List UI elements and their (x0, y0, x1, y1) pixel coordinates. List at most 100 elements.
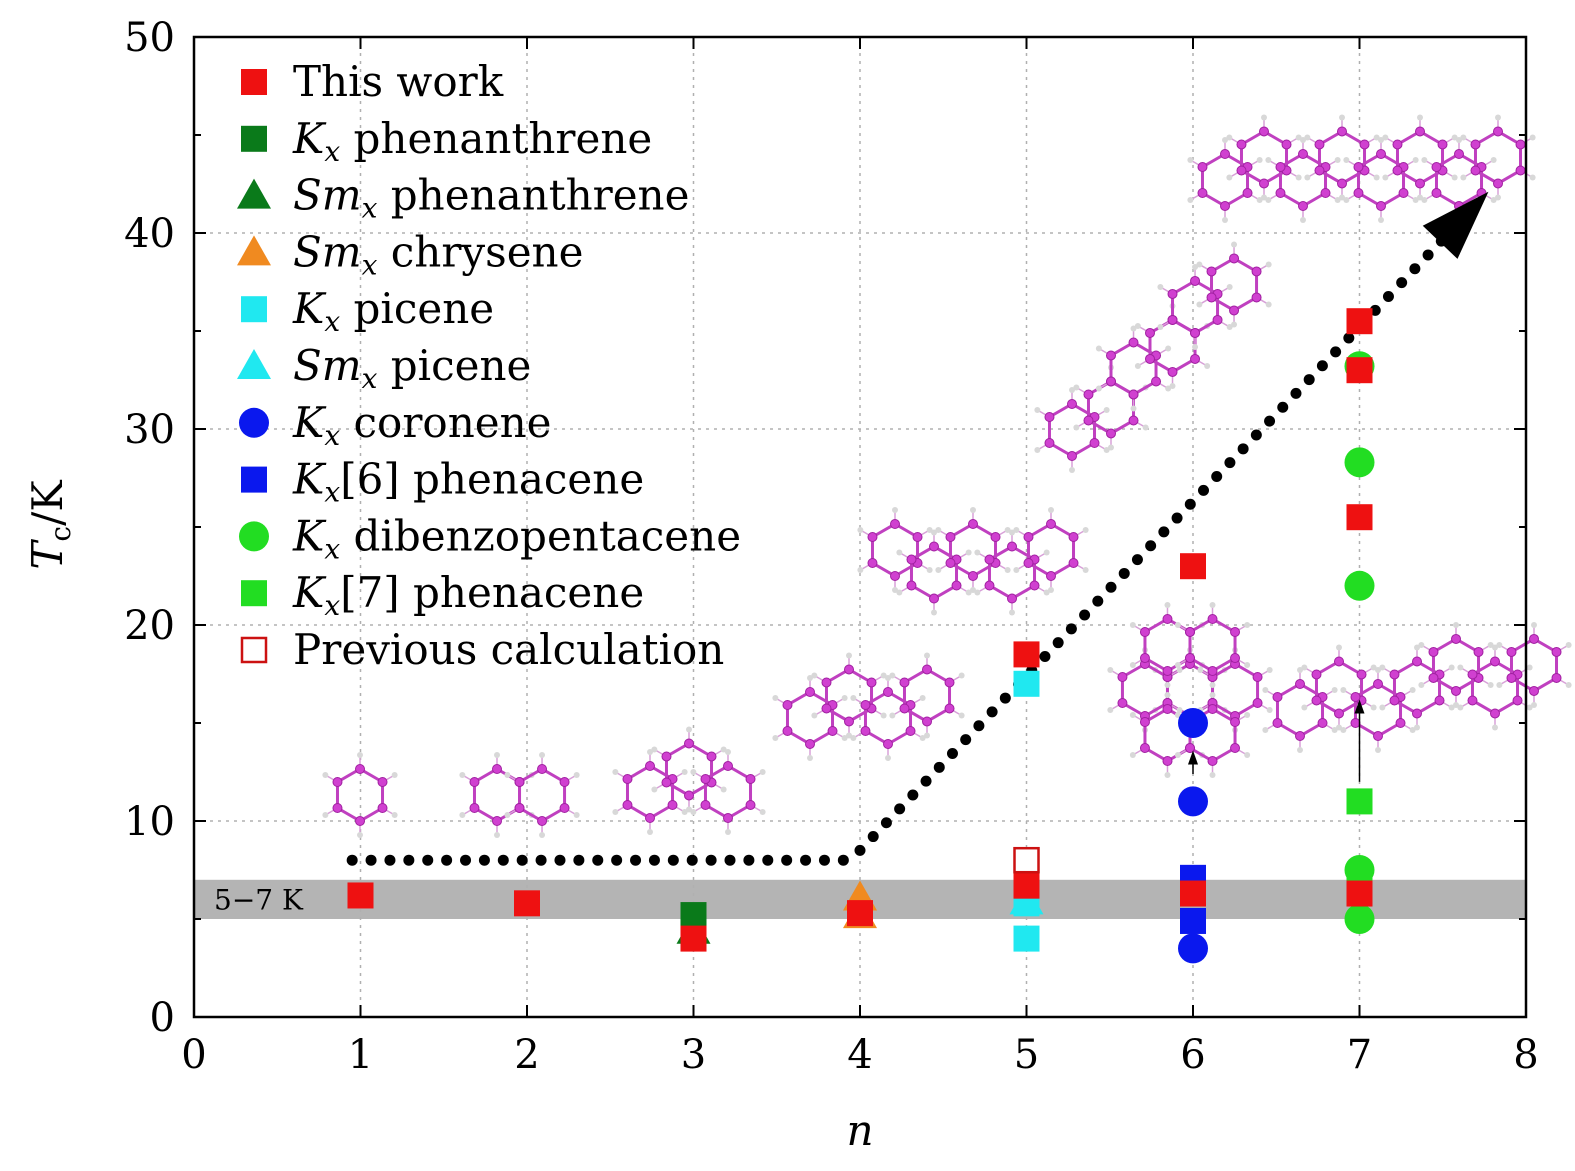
molecule-h-atom (647, 749, 653, 755)
molecule-c-atom (355, 816, 365, 826)
molecule-c-atom (1431, 162, 1442, 172)
molecule-h-atom (1009, 529, 1015, 536)
molecule-h-atom (1157, 283, 1164, 290)
molecule-c-atom (1117, 672, 1128, 682)
molecule-c-atom (1139, 627, 1150, 637)
molecule-c-atom (667, 800, 678, 810)
legend-entry-name: K (292, 511, 327, 560)
legend-entry-subscript: x (362, 248, 378, 281)
molecule-h-atom (1134, 322, 1141, 329)
molecule-h-atom (1197, 667, 1204, 673)
molecule-c-atom (1007, 541, 1017, 552)
molecule-h-atom (1209, 602, 1216, 608)
data-point (1344, 904, 1375, 934)
molecule-h-atom (1082, 527, 1089, 533)
molecule-c-atom (1334, 708, 1344, 719)
molecule-h-atom (892, 507, 898, 513)
molecule-c-atom (945, 532, 956, 542)
molecule-h-atom (1244, 752, 1251, 758)
molecule-h-atom (725, 749, 731, 755)
molecule-h-atom (1231, 241, 1238, 248)
molecule-c-atom (1311, 695, 1322, 706)
x-axis-title: n (846, 1106, 873, 1155)
molecule-h-atom (725, 829, 731, 835)
molecule-h-atom (1300, 217, 1306, 223)
molecule-c-atom (745, 774, 756, 784)
molecule-c-atom (899, 703, 910, 714)
molecule-h-atom (1490, 157, 1497, 163)
molecule-c-atom (890, 571, 900, 581)
y-tick-label: 50 (124, 15, 175, 61)
molecule-h-atom (1304, 134, 1311, 141)
molecule-h-atom (974, 549, 981, 556)
molecule-c-atom (1029, 580, 1040, 591)
molecule-c-atom (332, 777, 343, 787)
data-point (1013, 846, 1040, 874)
molecule-h-atom (889, 672, 896, 679)
molecule-c-atom (1415, 126, 1425, 137)
molecule-c-atom (1206, 292, 1217, 303)
molecule-h-atom (686, 726, 692, 733)
x-tick-label: 8 (1513, 1032, 1538, 1078)
molecule-h-atom (1130, 325, 1137, 332)
data-point (1346, 504, 1373, 531)
molecule-h-atom (1176, 707, 1183, 713)
molecule-h-atom (1343, 197, 1350, 203)
trend-dot (762, 854, 774, 866)
legend-entry-suffix: coronene (340, 398, 551, 447)
molecule-h-atom (1451, 134, 1458, 141)
molecule-c-atom (883, 739, 893, 749)
molecule-h-atom (919, 695, 926, 701)
data-point (514, 890, 540, 917)
molecule-h-atom (850, 735, 857, 741)
molecule-h-atom (1301, 704, 1308, 711)
legend-entry-name: K (292, 455, 327, 504)
molecule-c-atom (1389, 695, 1400, 706)
molecule-c-atom (1376, 149, 1386, 159)
molecule-c-atom (1298, 149, 1308, 159)
molecule-c-atom (1428, 672, 1439, 683)
molecule-c-atom (844, 664, 854, 675)
trend-dot (573, 854, 585, 866)
arrow-head (1354, 699, 1365, 714)
molecule-h-atom (1222, 217, 1228, 223)
trend-dot (1343, 332, 1355, 344)
molecule-c-atom (1356, 669, 1367, 680)
molecule-h-atom (1373, 174, 1380, 181)
trend-dot (346, 854, 358, 866)
legend-marker (240, 636, 268, 664)
molecule-h-atom (1187, 197, 1194, 203)
molecule-c-atom (1197, 162, 1208, 172)
molecule-h-atom (494, 752, 500, 758)
molecule-c-atom (1145, 327, 1155, 338)
molecule-h-atom (1340, 687, 1347, 693)
molecule-h-atom (1331, 687, 1338, 693)
molecule-h-atom (1073, 424, 1080, 431)
molecule-h-atom (573, 812, 580, 818)
molecule-h-atom (1174, 622, 1181, 628)
molecule-c-atom (1314, 139, 1325, 150)
molecule-h-atom (1448, 664, 1455, 671)
molecule-h-atom (846, 732, 852, 739)
molecule-h-atom (1373, 134, 1380, 141)
legend-entry-label: Kx phenanthrene (292, 114, 652, 168)
molecule-c-atom (1106, 350, 1116, 361)
molecule-c-atom (1190, 353, 1201, 364)
trend-dot (1092, 595, 1104, 607)
benzene-molecule (322, 752, 398, 838)
molecule-h-atom (1169, 382, 1176, 389)
molecule-h-atom (889, 712, 896, 719)
molecule-h-atom (1176, 667, 1183, 673)
molecule-c-atom (1236, 165, 1247, 176)
data-point (1344, 570, 1375, 601)
phenanthrene-molecule (612, 726, 766, 835)
molecule-h-atom (1256, 157, 1263, 163)
molecule-c-atom (492, 816, 502, 826)
x-tick-label: 3 (681, 1032, 706, 1078)
molecule-c-atom (1473, 646, 1484, 657)
molecule-c-atom (700, 774, 711, 784)
trend-dot (818, 854, 830, 866)
molecule-c-atom (860, 700, 871, 710)
legend-entry-label: Kx picene (292, 284, 494, 338)
molecule-c-atom (1251, 266, 1262, 277)
